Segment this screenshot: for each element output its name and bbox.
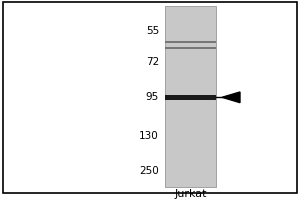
Text: 250: 250 [139, 166, 159, 176]
Text: 130: 130 [139, 131, 159, 141]
FancyBboxPatch shape [165, 6, 216, 187]
Polygon shape [222, 92, 240, 103]
Text: 95: 95 [146, 92, 159, 102]
Text: 72: 72 [146, 57, 159, 67]
FancyBboxPatch shape [165, 41, 216, 43]
Text: Jurkat: Jurkat [174, 189, 207, 199]
FancyBboxPatch shape [165, 95, 216, 100]
FancyBboxPatch shape [165, 47, 216, 49]
Text: 55: 55 [146, 26, 159, 36]
